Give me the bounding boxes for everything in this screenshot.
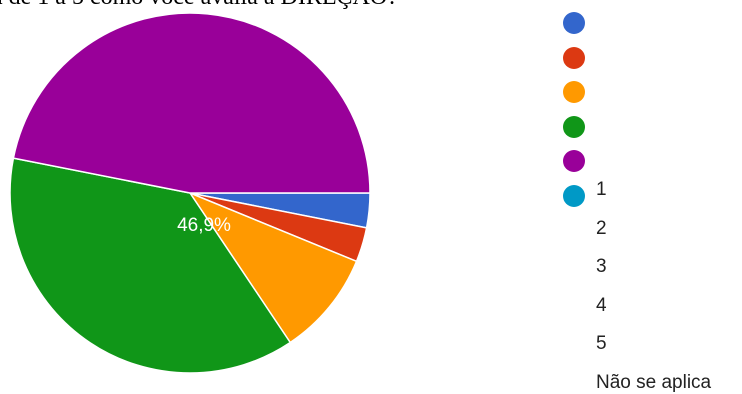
pie-slice-4 [9,157,292,374]
pie-slice-3 [188,191,358,344]
legend-label-6: Não se aplica [596,371,712,393]
legend-swatch-2 [563,46,585,69]
legend-swatch-6 [563,184,585,207]
chart-title: a de 1 a 5 como você avalia a DIREÇÃO? [0,0,398,11]
legend-swatch-1 [563,12,585,34]
legend-label-2: 2 [596,217,607,239]
slice-data-label-1: 46,9% [177,215,231,236]
pie-slices [9,12,371,374]
legend-swatch-3 [563,81,585,103]
legend-label-5: 5 [596,333,607,354]
legend-label-4: 4 [596,294,607,316]
legend-label-3: 3 [596,256,607,277]
legend-swatch-4 [563,115,585,138]
pie-slice-5 [12,12,371,194]
legend-label-1: 1 [596,179,607,200]
pie-data-labels: 46,9% [177,215,231,236]
legend-swatch-5 [563,150,585,172]
